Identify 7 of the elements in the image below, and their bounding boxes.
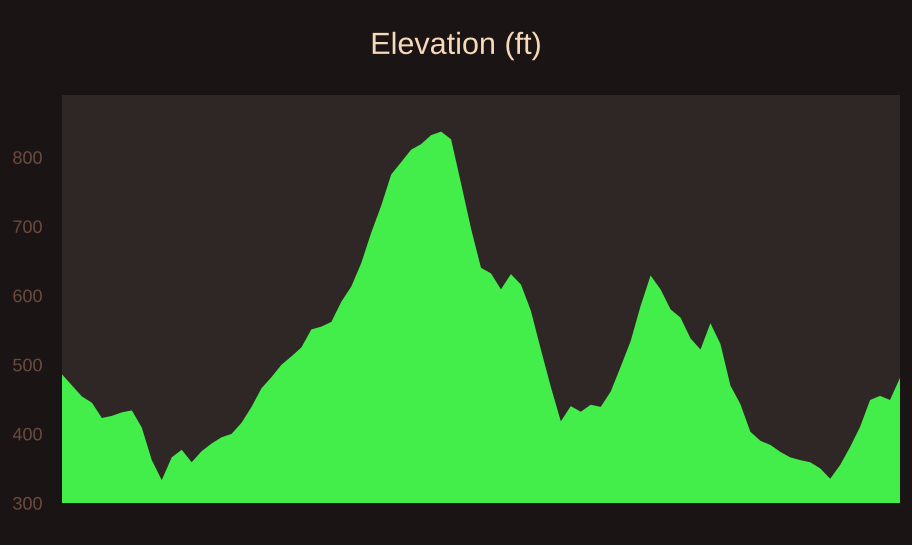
y-tick-label: 300 (13, 496, 42, 510)
y-tick-label: 400 (12, 428, 42, 441)
chart-title: Elevation (ft) (372, 32, 540, 60)
y-tick-label: 600 (13, 289, 42, 302)
y-tick-label: 800 (13, 151, 42, 164)
y-tick-label: 500 (13, 358, 42, 372)
y-tick-label: 700 (13, 220, 42, 234)
